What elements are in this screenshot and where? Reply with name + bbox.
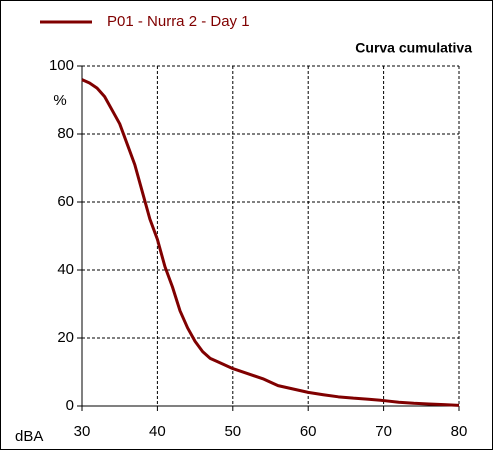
legend-label: P01 - Nurra 2 - Day 1	[107, 13, 250, 30]
y-tick-label: 0	[66, 397, 74, 414]
x-tick-label: 30	[74, 423, 91, 440]
y-tick-label: 20	[57, 329, 74, 346]
x-tick-label: 80	[451, 423, 468, 440]
x-tick-label: 50	[224, 423, 241, 440]
x-tick-label: 60	[300, 423, 317, 440]
y-tick-label: 80	[57, 125, 74, 142]
y-axis-label: %	[53, 92, 66, 109]
data-line	[81, 78, 460, 407]
x-tick-label: 70	[375, 423, 392, 440]
x-axis-label: dBA	[15, 428, 43, 445]
chart-title: Curva cumulativa	[355, 40, 472, 56]
x-tick-label: 40	[149, 423, 166, 440]
y-tick-label: 40	[57, 261, 74, 278]
y-tick-label: 60	[57, 193, 74, 210]
y-tick-label: 100	[49, 57, 74, 74]
